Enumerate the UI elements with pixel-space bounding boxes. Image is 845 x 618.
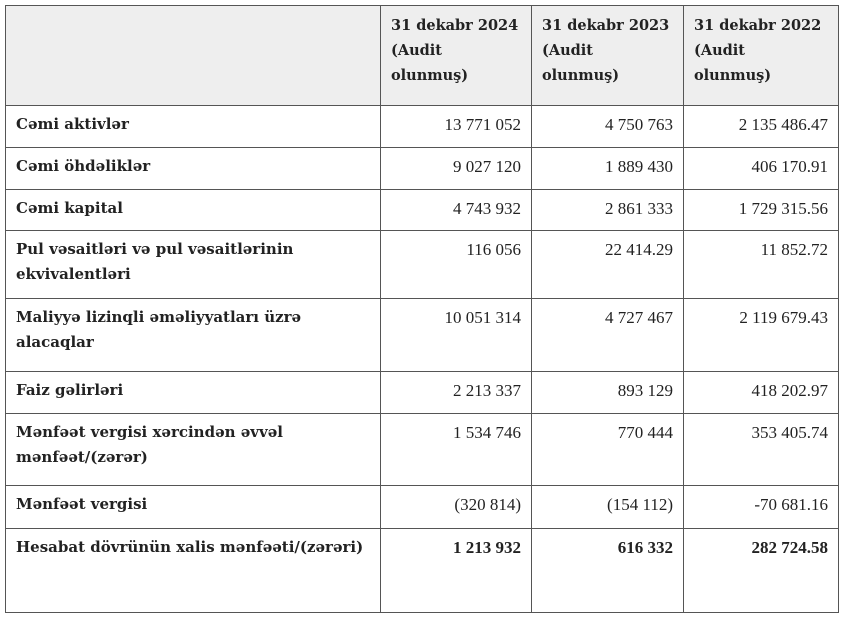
header-date: 31 dekabr 2024 [391,17,519,34]
header-date: 31 dekabr 2022 [694,17,822,34]
value-cell: 1 889 430 [531,147,684,190]
value-cell: 2 861 333 [531,189,684,231]
row-label: Cəmi öhdəliklər [5,147,381,190]
header-2023: 31 dekabr 2023 (Audit olunmuş) [531,5,684,106]
value-cell: 22 414.29 [531,230,684,299]
table-row: Faiz gəlirləri 2 213 337 893 129 418 202.97 [5,371,839,414]
value-cell: 2 213 337 [380,371,532,414]
row-label: Faiz gəlirləri [5,371,381,414]
value-cell: 893 129 [531,371,684,414]
row-label: Hesabat dövrünün xalis mənfəəti/(zərəri) [5,528,381,613]
header-blank [5,5,381,106]
header-2022: 31 dekabr 2022 (Audit olunmuş) [683,5,839,106]
header-audit: (Audit [694,42,745,59]
header-date: 31 dekabr 2023 [542,17,670,34]
table-row: Pul vəsaitləri və pul vəsaitlərinin ekvi… [5,230,839,299]
row-label: Cəmi kapital [5,189,381,231]
financial-summary-table: 31 dekabr 2024 (Audit olunmuş) 31 dekabr 2… [5,5,839,613]
value-cell: -70 681.16 [683,485,839,529]
row-label: Cəmi aktivlər [5,105,381,148]
table-row: Mənfəət vergisi (320 814) (154 112) -70 681… [5,485,839,529]
value-cell: 1 534 746 [380,413,532,486]
value-cell: 11 852.72 [683,230,839,299]
table-row: Hesabat dövrünün xalis mənfəəti/(zərəri)… [5,528,839,613]
row-label: Pul vəsaitləri və pul vəsaitlərinin ekvi… [5,230,381,299]
value-cell: 10 051 314 [380,298,532,372]
value-cell: 616 332 [531,528,684,613]
value-cell: 4 750 763 [531,105,684,148]
value-cell: 770 444 [531,413,684,486]
header-audit: (Audit [391,42,442,59]
value-cell: 13 771 052 [380,105,532,148]
table-row: Cəmi aktivlər 13 771 052 4 750 763 2 135 48… [5,105,839,148]
value-cell: 4 743 932 [380,189,532,231]
table-row: Cəmi kapital 4 743 932 2 861 333 1 729 315.… [5,189,839,231]
row-label: Maliyyə lizinqli əməliyyatları üzrə alac… [5,298,381,372]
row-label: Mənfəət vergisi [5,485,381,529]
value-cell: 9 027 120 [380,147,532,190]
value-cell: 353 405.74 [683,413,839,486]
value-cell: 116 056 [380,230,532,299]
value-cell: 4 727 467 [531,298,684,372]
value-cell: (154 112) [531,485,684,529]
value-cell: 2 135 486.47 [683,105,839,148]
value-cell: (320 814) [380,485,532,529]
header-audited: olunmuş) [694,67,772,84]
table-row: Cəmi öhdəliklər 9 027 120 1 889 430 406 170… [5,147,839,190]
value-cell: 2 119 679.43 [683,298,839,372]
value-cell: 282 724.58 [683,528,839,613]
header-audited: olunmuş) [391,67,469,84]
value-cell: 418 202.97 [683,371,839,414]
value-cell: 406 170.91 [683,147,839,190]
table-row: Mənfəət vergisi xərcindən əvvəl mənfəət/… [5,413,839,486]
header-2024: 31 dekabr 2024 (Audit olunmuş) [380,5,532,106]
value-cell: 1 729 315.56 [683,189,839,231]
value-cell: 1 213 932 [380,528,532,613]
header-audit: (Audit [542,42,593,59]
header-audited: olunmuş) [542,67,620,84]
table-row: Maliyyə lizinqli əməliyyatları üzrə alac… [5,298,839,372]
header-row: 31 dekabr 2024 (Audit olunmuş) 31 dekabr 2… [5,5,839,106]
row-label: Mənfəət vergisi xərcindən əvvəl mənfəət/… [5,413,381,486]
